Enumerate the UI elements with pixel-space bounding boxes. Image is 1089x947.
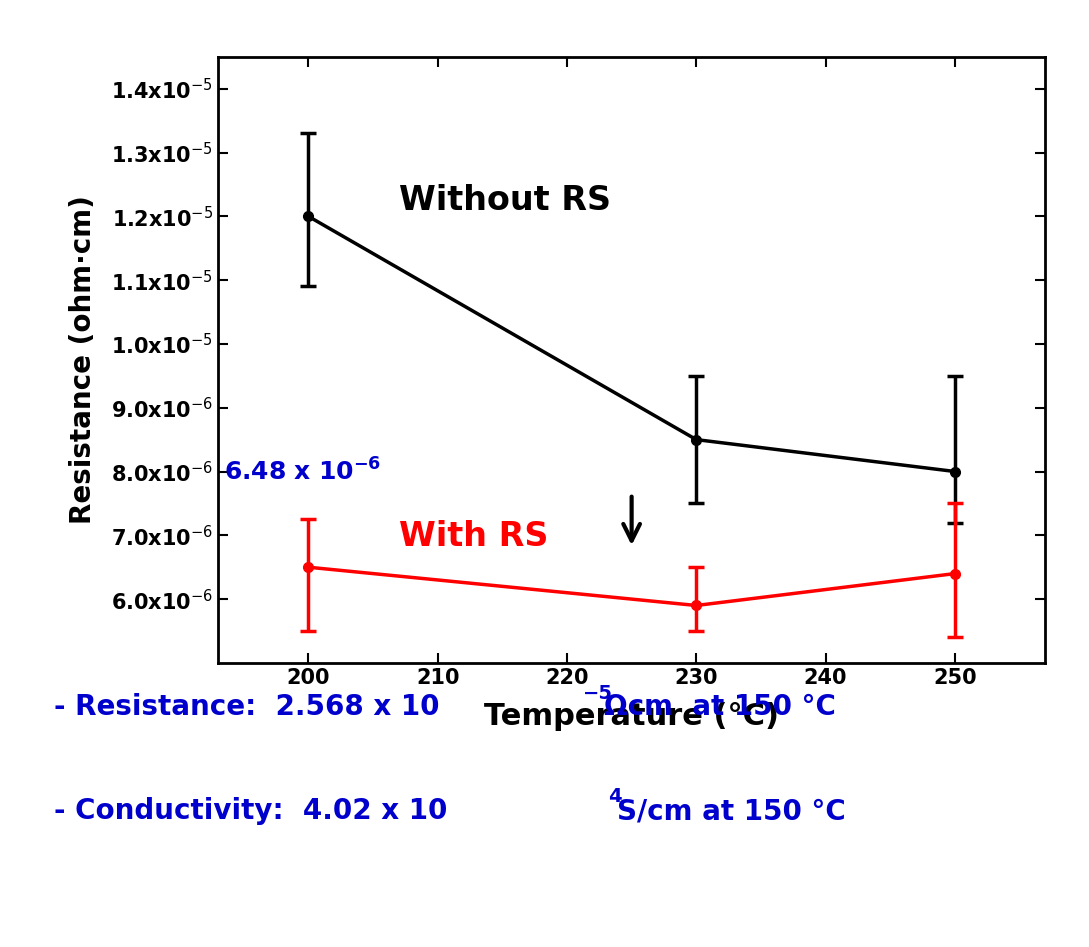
Text: - Conductivity:  4.02 x 10: - Conductivity: 4.02 x 10 <box>54 797 448 825</box>
Text: Ωcm  at 150 °C: Ωcm at 150 °C <box>604 693 836 721</box>
Text: With RS: With RS <box>399 520 548 553</box>
Text: $\mathbf{6.48\ x\ 10^{-6}}$: $\mathbf{6.48\ x\ 10^{-6}}$ <box>224 458 381 485</box>
Text: Without RS: Without RS <box>399 184 611 217</box>
Text: −5: −5 <box>583 684 613 703</box>
Text: - Resistance:  2.568 x 10: - Resistance: 2.568 x 10 <box>54 693 440 721</box>
Text: S/cm at 150 °C: S/cm at 150 °C <box>617 797 846 825</box>
Y-axis label: Resistance (ohm·cm): Resistance (ohm·cm) <box>69 195 97 525</box>
X-axis label: Temperature (°C): Temperature (°C) <box>485 702 779 731</box>
Text: 4: 4 <box>608 787 622 806</box>
